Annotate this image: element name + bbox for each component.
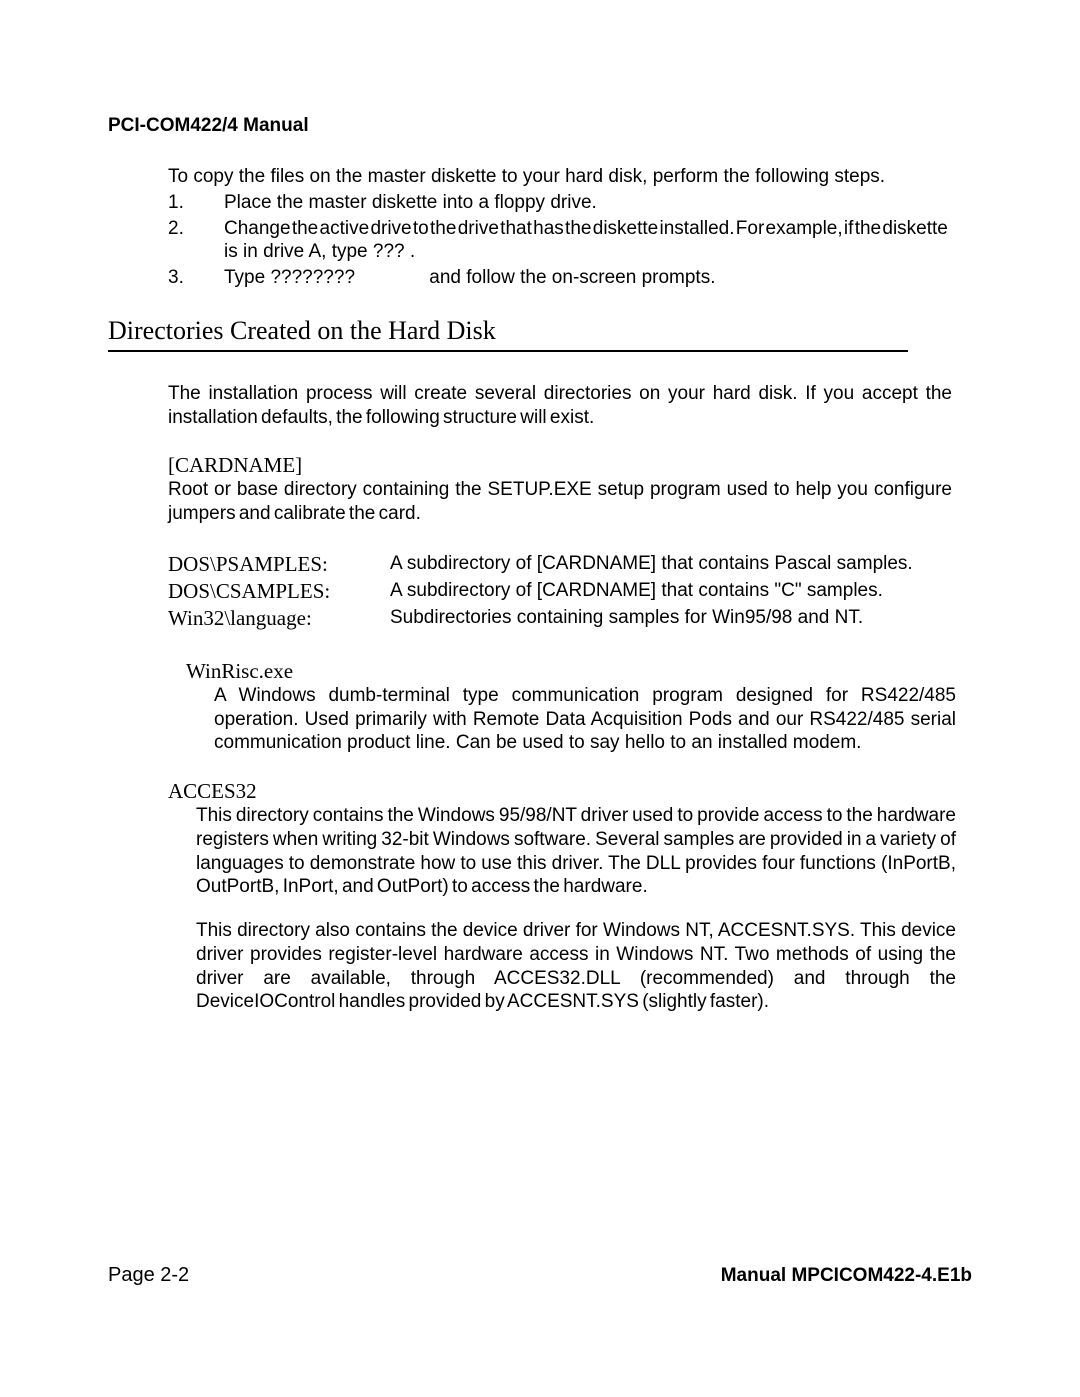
footer-manual-id: Manual MPCICOM422-4.E1b	[721, 1265, 972, 1287]
footer-page-number: Page 2-2	[108, 1264, 189, 1287]
step-row: 3. Type ???????? and follow the on-scree…	[168, 266, 962, 290]
table-row: Win32\language: Subdirectories containin…	[168, 606, 972, 631]
table-row: DOS\PSAMPLES: A subdirectory of [CARDNAM…	[168, 552, 972, 577]
section-title: Directories Created on the Hard Disk	[108, 316, 908, 346]
page-footer: Page 2-2 Manual MPCICOM422-4.E1b	[108, 1264, 972, 1287]
section-title-rule: Directories Created on the Hard Disk	[108, 316, 908, 352]
dir-desc: A subdirectory of [CARDNAME] that contai…	[390, 579, 883, 604]
winrisc-heading: WinRisc.exe	[186, 659, 972, 684]
cardname-heading: [CARDNAME]	[168, 453, 972, 478]
step-text-b: and follow the on-screen prompts.	[429, 267, 715, 288]
dir-desc: A subdirectory of [CARDNAME] that contai…	[390, 552, 913, 577]
winrisc-body: A Windows dumb-terminal type communicati…	[214, 684, 956, 755]
intro-block: To copy the files on the master diskette…	[168, 165, 962, 290]
step-text-line: Change the active drive to the drive tha…	[224, 218, 948, 239]
step-text: Type ???????? and follow the on-screen p…	[224, 266, 962, 290]
acces32-p2: This directory also contains the device …	[196, 919, 956, 1014]
step-text-line: is in drive A, type ??? .	[224, 241, 415, 262]
dir-label: DOS\PSAMPLES:	[168, 552, 390, 577]
intro-lead: To copy the files on the master diskette…	[168, 165, 962, 189]
table-row: DOS\CSAMPLES: A subdirectory of [CARDNAM…	[168, 579, 972, 604]
step-number: 3.	[168, 266, 224, 290]
step-row: 2. Change the active drive to the drive …	[168, 217, 962, 265]
dir-label: Win32\language:	[168, 606, 390, 631]
step-text: Change the active drive to the drive tha…	[224, 217, 962, 265]
step-text-a: Type ????????	[224, 266, 424, 290]
cardname-body: Root or base directory containing the SE…	[168, 478, 952, 526]
dir-label: DOS\CSAMPLES:	[168, 579, 390, 604]
step-number: 2.	[168, 217, 224, 241]
document-page: PCI-COM422/4 Manual To copy the files on…	[0, 0, 1080, 1397]
step-number: 1.	[168, 191, 224, 215]
directory-table: DOS\PSAMPLES: A subdirectory of [CARDNAM…	[168, 552, 972, 631]
page-header-title: PCI-COM422/4 Manual	[108, 115, 972, 137]
step-row: 1. Place the master diskette into a flop…	[168, 191, 962, 215]
step-text: Place the master diskette into a floppy …	[224, 191, 962, 215]
acces32-p1: This directory contains the Windows 95/9…	[196, 804, 956, 899]
install-paragraph: The installation process will create sev…	[168, 382, 952, 430]
dir-desc: Subdirectories containing samples for Wi…	[390, 606, 863, 631]
acces32-heading: ACCES32	[168, 779, 972, 804]
